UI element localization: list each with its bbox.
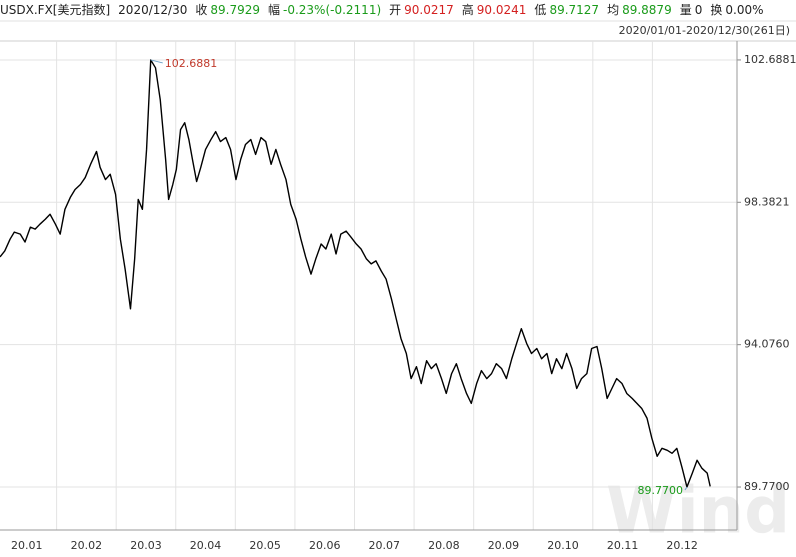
- date: 2020/12/30: [118, 3, 188, 17]
- x-tick-label: 20.08: [428, 539, 460, 552]
- header-item: 高 90.0241: [462, 3, 527, 17]
- item-value: 89.8879: [622, 3, 672, 17]
- x-tick-label: 20.03: [130, 539, 162, 552]
- item-value: 0.00%: [725, 3, 764, 17]
- annotation-leader: [684, 486, 688, 491]
- item-value: 89.7127: [549, 3, 600, 17]
- x-tick-label: 20.05: [249, 539, 281, 552]
- item-label: 高: [461, 3, 474, 17]
- header-item: 均 89.8879: [607, 3, 672, 17]
- header-item: 低 89.7127: [534, 3, 599, 17]
- y-tick-label: 94.0760: [744, 338, 790, 351]
- annotation-leader: [150, 59, 163, 64]
- x-tick-label: 20.12: [666, 539, 698, 552]
- header: USDX.FX[美元指数] 2020/12/30 收 89.7929 幅 -0.23%(-…: [0, 0, 796, 20]
- x-tick-label: 20.09: [488, 539, 520, 552]
- header-item: 收 89.7929: [195, 3, 260, 17]
- range-label: 2020/01/01-2020/12/30(261日): [619, 24, 790, 37]
- x-tick-label: 20.06: [309, 539, 341, 552]
- item-value: 89.7929: [210, 3, 260, 17]
- annotation-label: 102.6881: [165, 57, 218, 70]
- header-item: 换 0.00%: [710, 3, 763, 17]
- header-item: 开 90.0217: [389, 3, 454, 17]
- item-label: 量: [679, 3, 692, 17]
- item-label: 换: [710, 3, 723, 17]
- item-label: 均: [607, 3, 620, 17]
- header-item: 幅 -0.23%(-0.2111): [268, 3, 381, 17]
- item-label: 开: [389, 3, 402, 17]
- item-value: 0: [694, 3, 703, 17]
- y-tick-label: 98.3821: [744, 195, 790, 208]
- symbol: USDX.FX[美元指数]: [0, 3, 111, 17]
- annotation-label: 89.7700: [637, 484, 683, 497]
- item-value: -0.23%(-0.2111): [283, 3, 382, 17]
- item-label: 幅: [267, 3, 280, 17]
- item-value: 90.0241: [476, 3, 527, 17]
- x-tick-label: 20.01: [11, 539, 43, 552]
- x-tick-label: 20.10: [547, 539, 579, 552]
- item-label: 收: [195, 3, 208, 17]
- item-value: 90.0217: [404, 3, 454, 17]
- price-line: [0, 59, 711, 488]
- item-label: 低: [534, 3, 547, 17]
- y-tick-label: 89.7700: [744, 480, 790, 493]
- y-tick-label: 102.6881: [744, 53, 796, 66]
- x-tick-label: 20.02: [71, 539, 103, 552]
- x-tick-label: 20.11: [607, 539, 639, 552]
- x-tick-label: 20.07: [369, 539, 401, 552]
- x-tick-label: 20.04: [190, 539, 222, 552]
